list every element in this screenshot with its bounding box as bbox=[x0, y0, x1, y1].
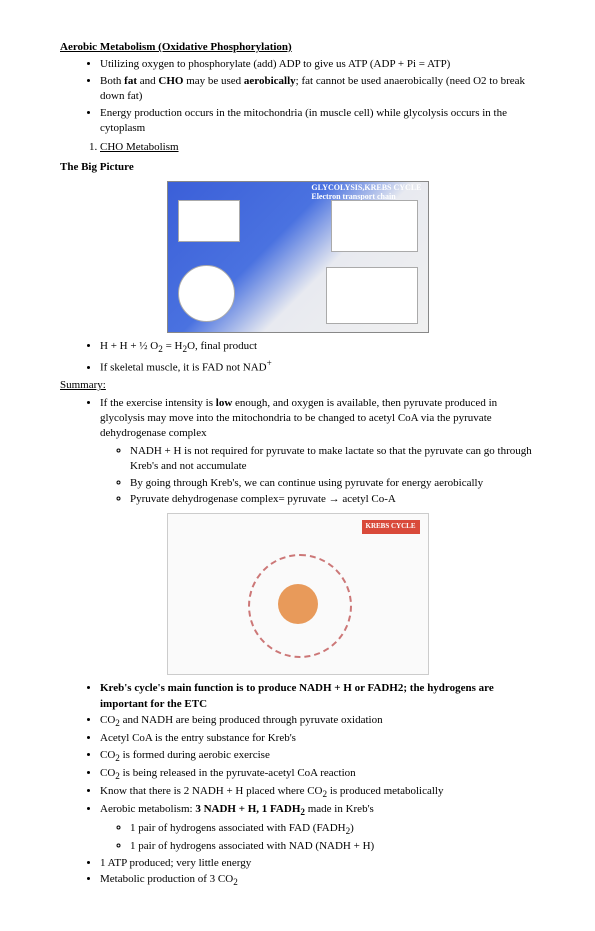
final-item: Metabolic production of 3 CO2 bbox=[100, 872, 535, 889]
intro-item: Energy production occurs in the mitochon… bbox=[100, 106, 535, 137]
numbered-item: CHO Metabolism bbox=[100, 140, 535, 155]
summary-list: If the exercise intensity is low enough,… bbox=[60, 396, 535, 508]
summary-main-item: If the exercise intensity is low enough,… bbox=[100, 396, 535, 508]
final-item: CO2 and NADH are being produced through … bbox=[100, 713, 535, 730]
summary-sub-item: NADH + H is not required for pyruvate to… bbox=[130, 444, 535, 475]
krebs-diagram: KREBS CYCLE bbox=[167, 513, 429, 675]
intro-item: Both fat and CHO may be used aerobically… bbox=[100, 74, 535, 105]
summary-sub-item: Pyruvate dehydrogenase complex= pyruvate… bbox=[130, 492, 535, 507]
list-item: H + H + ½ O2 = H2O, final product bbox=[100, 339, 535, 356]
final-item: Acetyl CoA is the entry substance for Kr… bbox=[100, 731, 535, 746]
numbered-list: CHO Metabolism bbox=[60, 140, 535, 155]
cycle-center bbox=[278, 584, 318, 624]
page-title: Aerobic Metabolism (Oxidative Phosphoryl… bbox=[60, 40, 535, 55]
krebs-label: KREBS CYCLE bbox=[362, 520, 420, 534]
final-item: CO2 is formed during aerobic exercise bbox=[100, 748, 535, 765]
final-sub-item: 1 pair of hydrogens associated with NAD … bbox=[130, 839, 535, 854]
final-item: Kreb's cycle's main function is to produ… bbox=[100, 681, 535, 712]
final-list: Kreb's cycle's main function is to produ… bbox=[60, 681, 535, 889]
intro-item: Utilizing oxygen to phosphorylate (add) … bbox=[100, 57, 535, 72]
list-item: If skeletal muscle, it is FAD not NAD+ bbox=[100, 357, 535, 376]
summary-sub-item: By going through Kreb's, we can continue… bbox=[130, 476, 535, 491]
final-item: CO2 is being released in the pyruvate-ac… bbox=[100, 766, 535, 783]
big-picture-label: The Big Picture bbox=[60, 160, 535, 175]
summary-label: Summary: bbox=[60, 378, 535, 393]
after-diagram1-list: H + H + ½ O2 = H2O, final productIf skel… bbox=[60, 339, 535, 376]
intro-list: Utilizing oxygen to phosphorylate (add) … bbox=[60, 57, 535, 136]
final-item: 1 ATP produced; very little energy bbox=[100, 856, 535, 871]
glycolysis-diagram: GLYCOLYSIS,KREBS CYCLE Electron transpor… bbox=[167, 181, 429, 333]
final-sub-item: 1 pair of hydrogens associated with FAD … bbox=[130, 821, 535, 838]
diagram1-title: GLYCOLYSIS,KREBS CYCLE Electron transpor… bbox=[311, 184, 421, 202]
final-item: Know that there is 2 NADH + H placed whe… bbox=[100, 784, 535, 801]
final-item: Aerobic metabolism: 3 NADH + H, 1 FADH2 … bbox=[100, 802, 535, 854]
